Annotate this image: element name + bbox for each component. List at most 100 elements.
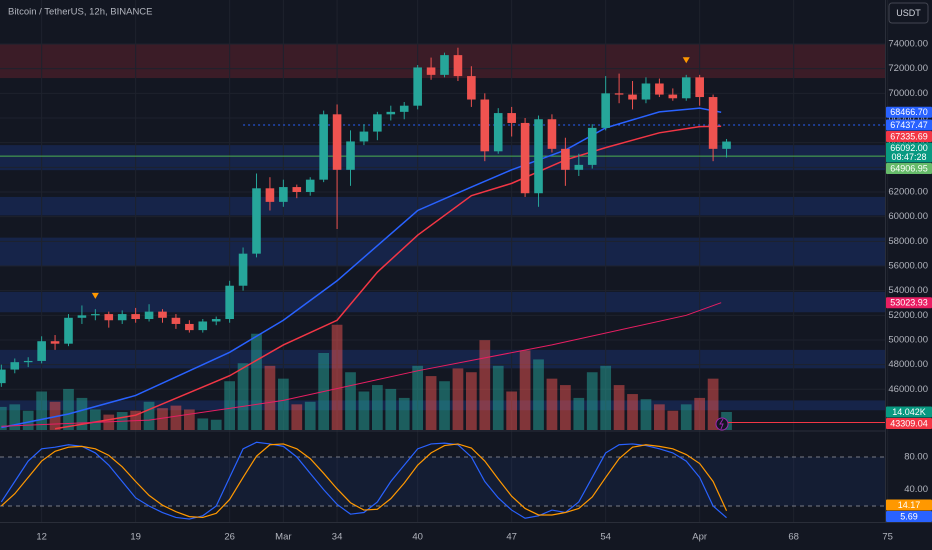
candle-body	[50, 341, 60, 344]
volume-bar	[277, 378, 289, 430]
candle-body	[561, 148, 570, 170]
signal-marker	[91, 292, 99, 299]
candle-body	[171, 317, 181, 324]
stoch-tag-label: 5.69	[900, 511, 918, 521]
moving-average	[1, 107, 722, 429]
candle-body	[668, 94, 678, 99]
volume-bar	[224, 381, 236, 430]
volume-bar	[613, 385, 625, 430]
candle-body	[23, 360, 33, 363]
candle-body	[681, 77, 691, 99]
volume-bar	[89, 409, 101, 430]
y-tick-label: 48000.00	[888, 359, 928, 370]
volume-bar	[304, 401, 316, 430]
stoch-band	[0, 456, 885, 506]
x-tick-label: 12	[36, 532, 47, 543]
price-tag	[886, 162, 932, 174]
stoch-line	[0, 443, 728, 519]
y-tick-label: 52000.00	[888, 310, 928, 321]
volume-bar	[439, 381, 450, 430]
volume-bar	[264, 365, 276, 430]
candle-body	[91, 314, 100, 316]
x-tick-label: 54	[600, 532, 611, 543]
x-tick-label: 75	[882, 532, 893, 543]
stoch-tick-label: 80.00	[904, 452, 928, 463]
x-tick-label: Mar	[275, 532, 291, 543]
candle-body	[185, 323, 194, 331]
stoch-line	[0, 441, 727, 520]
price-tag	[886, 417, 932, 429]
price-tag-label: 14.042K	[892, 407, 926, 417]
candle-body	[292, 187, 302, 193]
price-tag	[886, 406, 932, 418]
price-tag-label: 53023.93	[890, 298, 928, 308]
candle-body	[198, 321, 208, 331]
x-tick-label: 34	[332, 532, 343, 543]
moving-average	[54, 125, 722, 430]
volume-bar	[506, 391, 518, 430]
volume-bar	[251, 333, 262, 430]
candle-body	[413, 67, 422, 106]
candle-body	[144, 311, 154, 320]
volume-bar	[492, 365, 504, 430]
zone	[0, 196, 885, 216]
volume-bar	[640, 399, 652, 430]
candle-body	[641, 83, 651, 100]
y-tick-label: 50000.00	[888, 334, 928, 345]
candle-body	[104, 314, 114, 321]
volume-bar	[627, 394, 638, 430]
candle-body	[453, 55, 463, 77]
price-tag	[886, 130, 932, 142]
candle-body	[252, 188, 261, 254]
zone	[0, 145, 885, 171]
candle-body	[426, 67, 436, 75]
candle-body	[587, 127, 597, 165]
volume-bar	[183, 409, 195, 430]
stoch-tag	[886, 511, 932, 522]
x-tick-label: 47	[506, 532, 517, 543]
volume-bar	[291, 404, 303, 430]
price-tag-label: 64906.95	[890, 163, 928, 173]
candle-body	[628, 94, 637, 100]
currency-button[interactable]	[888, 2, 929, 24]
volume-bar	[371, 385, 383, 430]
price-tag	[886, 106, 932, 118]
y-tick-label: 70000.00	[888, 88, 928, 99]
price-tag	[886, 142, 932, 163]
volume-bar	[76, 397, 88, 430]
candle-body	[440, 55, 449, 75]
volume-bar	[680, 404, 692, 430]
candle-body	[695, 77, 704, 98]
candle-body	[399, 105, 409, 112]
volume-bar	[452, 368, 464, 430]
volume-bar	[560, 385, 571, 430]
price-tag-label: 67437.47	[890, 120, 928, 130]
x-tick-label: 26	[224, 532, 235, 543]
candle-body	[722, 141, 731, 149]
stoch-tag-label: 14.17	[898, 500, 921, 510]
stoch-tick-label: 40.00	[904, 484, 928, 495]
candle-body	[547, 119, 557, 149]
volume-bar	[345, 372, 356, 430]
y-tick-label: 56000.00	[888, 261, 928, 272]
volume-bar	[412, 365, 424, 430]
volume-bar	[573, 397, 585, 430]
volume-bar	[331, 324, 343, 430]
candle-body	[77, 315, 87, 318]
candle-body	[225, 285, 234, 320]
volume-bar	[519, 350, 531, 430]
candle-body	[655, 83, 664, 95]
volume-bar	[36, 391, 48, 430]
volume-bar	[385, 388, 397, 430]
candle-body	[386, 111, 396, 115]
volume-bar	[237, 363, 249, 430]
price-tag-label: 68466.70	[890, 107, 928, 117]
price-tag-label: 67335.69	[890, 131, 928, 141]
candle-body	[520, 122, 530, 194]
candle-body	[373, 114, 382, 132]
y-tick-label: 62000.00	[888, 187, 928, 198]
volume-bar	[694, 397, 706, 430]
candle-body	[265, 188, 275, 202]
countdown: 08:47:28	[891, 152, 926, 162]
